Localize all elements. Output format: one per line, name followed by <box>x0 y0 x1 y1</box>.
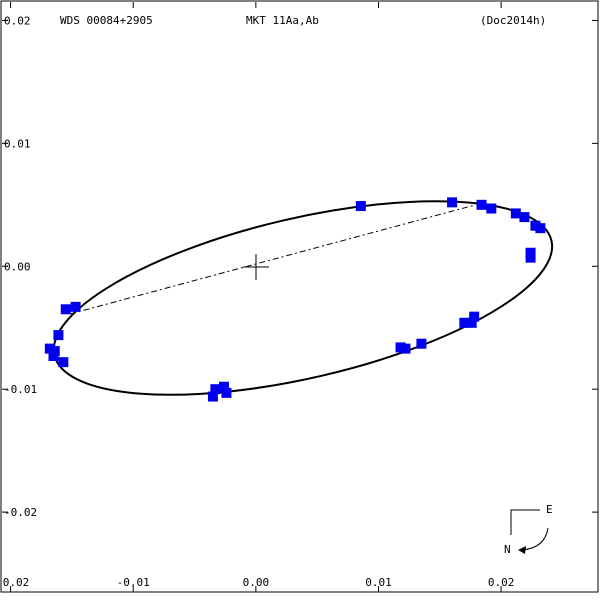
point <box>60 304 71 315</box>
point <box>207 391 218 402</box>
point <box>476 199 487 210</box>
orbit <box>52 200 554 396</box>
x-tick-label: 0.01 <box>365 576 392 589</box>
header-left: WDS 00084+2905 <box>60 14 153 27</box>
point <box>486 203 497 214</box>
point <box>447 197 458 208</box>
header-right: (Doc2014h) <box>480 14 546 27</box>
point <box>221 387 232 398</box>
point <box>466 317 477 328</box>
point <box>416 338 427 349</box>
y-tick-label: 0.00 <box>4 260 31 273</box>
point <box>525 252 536 263</box>
point <box>58 357 69 368</box>
compass-north: N <box>504 543 511 556</box>
point <box>48 351 59 361</box>
y-tick-label: 0.01 <box>4 137 31 150</box>
x-tick-label: 0.02 <box>488 576 515 589</box>
point <box>510 208 521 219</box>
point <box>53 330 64 341</box>
compass-east: E <box>546 503 553 516</box>
point <box>210 384 221 395</box>
point <box>218 381 229 392</box>
point <box>469 311 480 322</box>
x-tick-label: -0.01 <box>117 576 150 589</box>
x-tick-label: 0.02 <box>3 576 30 589</box>
point <box>459 317 470 328</box>
point <box>70 301 81 312</box>
y-tick-label: 0.02 <box>4 14 31 27</box>
point <box>400 343 411 354</box>
point <box>535 223 546 234</box>
y-tick-label: -0.02 <box>4 506 37 519</box>
point <box>519 212 530 223</box>
y-tick-label: -0.01 <box>4 383 37 396</box>
header-center: MKT 11Aa,Ab <box>246 14 319 27</box>
line-of-nodes <box>69 204 476 315</box>
point <box>355 201 366 212</box>
compass: E N <box>504 503 553 556</box>
x-tick-label: 0.00 <box>243 576 270 589</box>
